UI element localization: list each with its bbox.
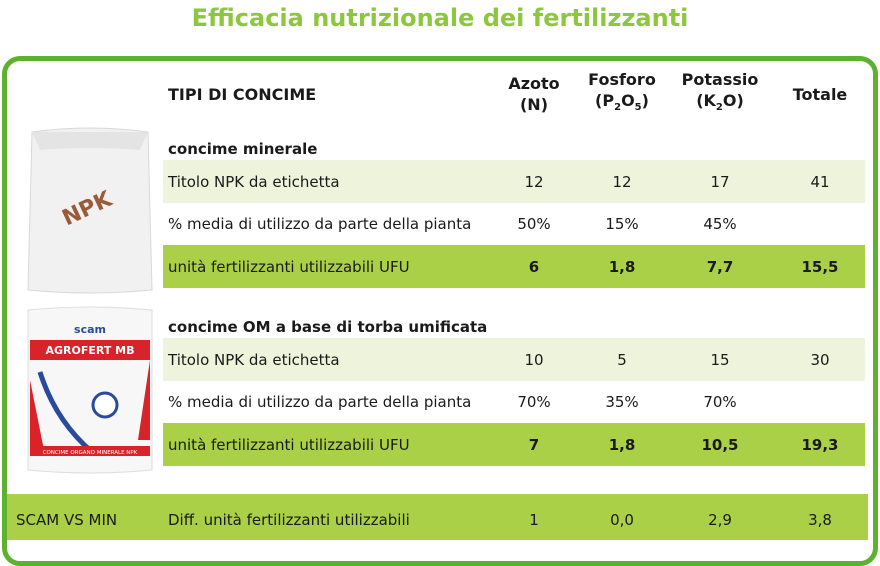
- bag-brand: scam: [74, 323, 106, 336]
- table-value: 15: [710, 350, 730, 369]
- table-value: 41: [810, 172, 830, 191]
- table-value: 45%: [703, 215, 737, 233]
- row-label: % media di utilizzo da parte della piant…: [168, 393, 472, 411]
- table-value: 7,7: [706, 257, 734, 276]
- section-title: concime minerale: [168, 140, 318, 158]
- table-value: 70%: [703, 393, 737, 411]
- column-name: Totale: [792, 84, 848, 104]
- column-header: Azoto (N): [484, 70, 584, 118]
- row-background: [7, 494, 868, 540]
- table-value: 3,8: [808, 511, 832, 529]
- column-header: TIPI DI CONCIME: [168, 84, 317, 104]
- formula-part: 2: [715, 102, 723, 114]
- formula-part: O: [621, 91, 635, 111]
- row-label: % media di utilizzo da parte della piant…: [168, 215, 472, 233]
- formula-part: 5: [634, 102, 642, 114]
- page: Efficacia nutrizionale dei fertilizzanti…: [2, 4, 878, 566]
- row-label: Diff. unità fertilizzanti utilizzabili: [168, 511, 410, 529]
- table-value: 19,3: [801, 435, 839, 454]
- row-background: [163, 245, 865, 288]
- comparison-label: SCAM VS MIN: [16, 511, 118, 529]
- table-value: 17: [710, 172, 730, 191]
- table-value: 70%: [517, 393, 551, 411]
- table-value: 1,8: [608, 257, 636, 276]
- formula-part: ): [641, 91, 649, 111]
- row-background: [163, 423, 865, 466]
- row-label: unità fertilizzanti utilizzabili UFU: [168, 257, 410, 276]
- row-background: [163, 380, 865, 424]
- npk-bag: NPK: [27, 127, 153, 294]
- section-title: concime OM a base di torba umificata: [168, 318, 488, 336]
- column-name: Azoto: [508, 74, 560, 93]
- column-formula: (K2O): [696, 90, 744, 118]
- row-label: unità fertilizzanti utilizzabili UFU: [168, 435, 410, 454]
- table-value: 1: [529, 511, 539, 529]
- table-value: 15,5: [801, 257, 839, 276]
- table-value: 50%: [517, 215, 551, 233]
- formula-part: 2: [614, 102, 622, 114]
- table-value: 0,0: [610, 511, 634, 529]
- formula-part: O): [722, 91, 744, 111]
- formula-part: (P: [595, 91, 615, 111]
- table-value: 10: [524, 350, 544, 369]
- product-images: NPK scam AGROFERT MB CONCIME ORGANO MINE…: [27, 127, 153, 474]
- title: Efficacia nutrizionale dei fertilizzanti: [191, 4, 689, 32]
- row-background: [163, 338, 865, 381]
- column-header: Totale: [770, 70, 870, 118]
- row-background: [163, 160, 865, 203]
- table-value: 15%: [605, 215, 639, 233]
- table-value: 30: [810, 350, 830, 369]
- formula-part: (N): [519, 95, 548, 114]
- table-value: 35%: [605, 393, 639, 411]
- table-value: 1,8: [608, 435, 636, 454]
- table-value: 10,5: [701, 435, 739, 454]
- table-value: 2,9: [708, 511, 732, 529]
- column-name: Potassio: [681, 70, 759, 90]
- column-formula: (N): [520, 94, 548, 115]
- column-name: Fosforo: [588, 70, 656, 90]
- table-value: 7: [528, 435, 540, 454]
- table: TIPI DI CONCIME Azoto (N) Fosforo (P2O5) Pota…: [7, 70, 870, 540]
- column-formula: (P2O5): [595, 90, 649, 118]
- table-value: 5: [617, 350, 627, 369]
- row-label: Titolo NPK da etichetta: [168, 172, 340, 191]
- table-value: 12: [524, 172, 544, 191]
- table-value: 6: [528, 257, 540, 276]
- row-background: [163, 202, 865, 246]
- formula-part: (K: [696, 91, 716, 111]
- bag-footer: CONCIME ORGANO MINERALE NPK: [43, 450, 138, 456]
- column-header: Potassio (K2O): [670, 70, 770, 118]
- table-value: 12: [612, 172, 632, 191]
- column-header: Fosforo (P2O5): [572, 70, 672, 118]
- row-label: Titolo NPK da etichetta: [168, 350, 340, 369]
- scam-bag: scam AGROFERT MB CONCIME ORGANO MINERALE…: [27, 306, 153, 474]
- bag-label: AGROFERT MB: [45, 344, 134, 357]
